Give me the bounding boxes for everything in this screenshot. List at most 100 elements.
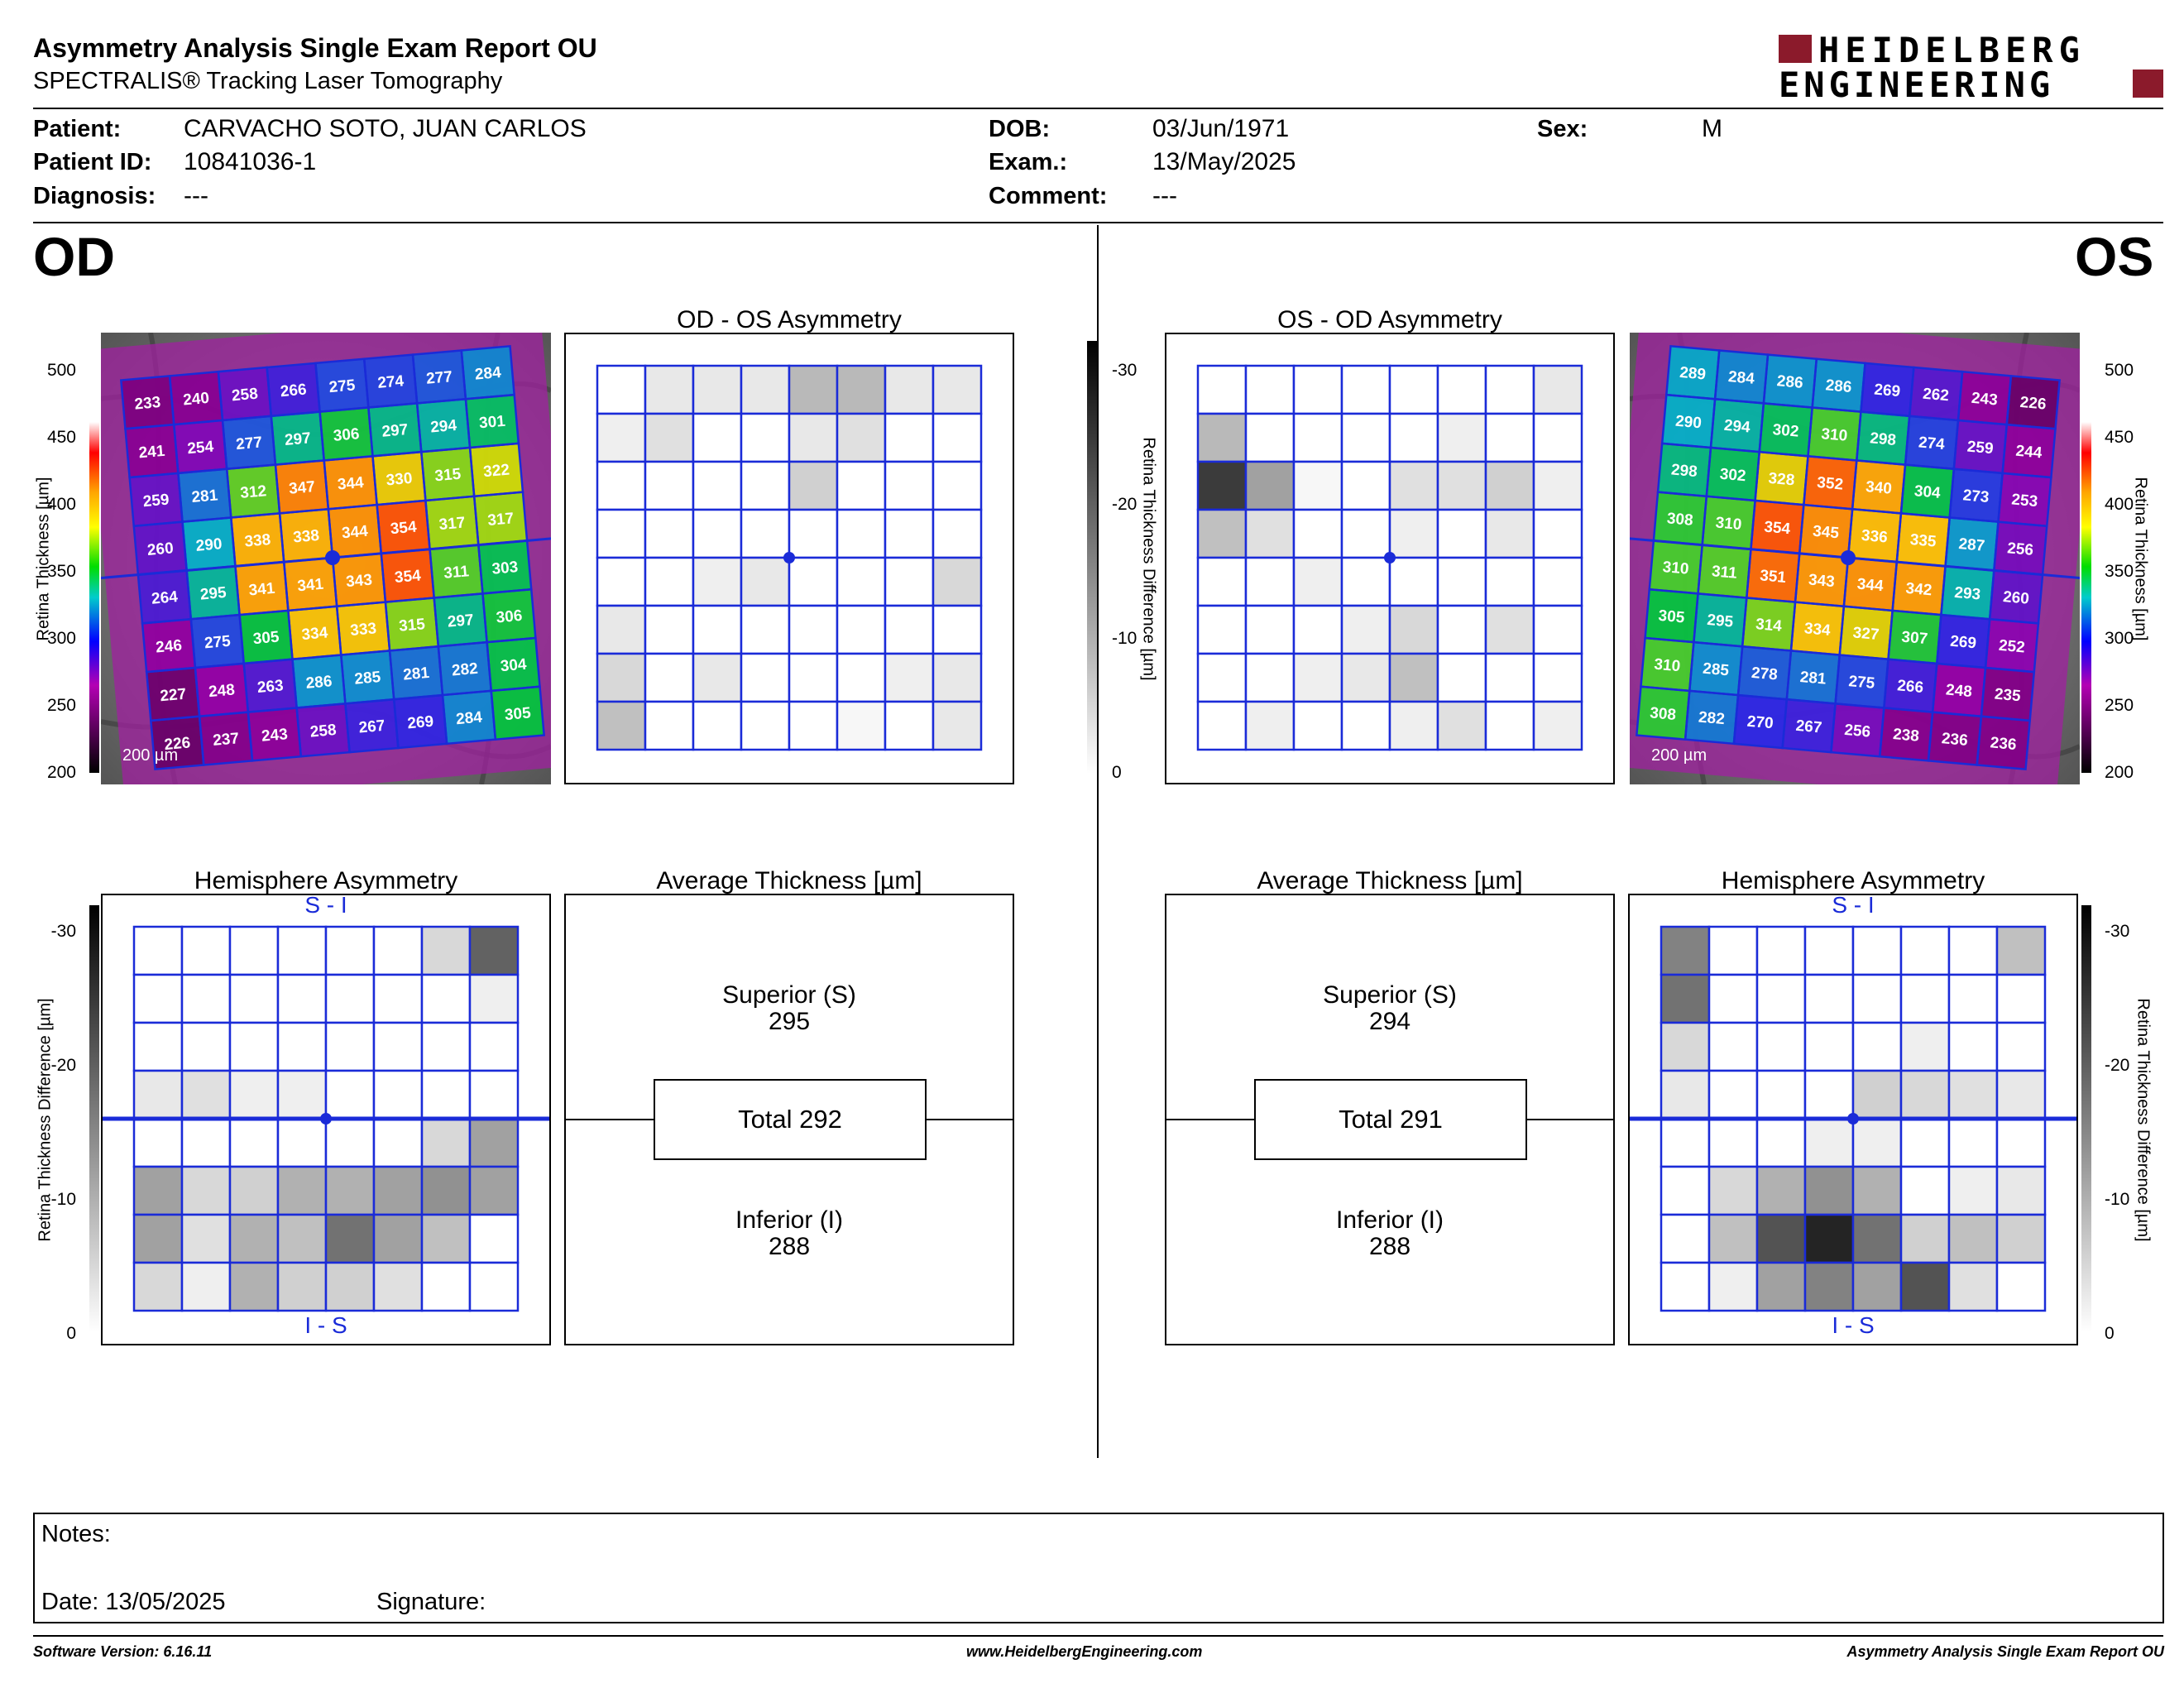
- thickness-grid-line: [1976, 715, 2032, 771]
- grid-cell: [1292, 652, 1343, 703]
- thickness-cell: [1746, 549, 1800, 602]
- thickness-value: 341: [248, 580, 276, 600]
- grid-cell: [468, 1213, 520, 1264]
- thickness-value: 282: [1698, 709, 1725, 729]
- thickness-value: 256: [2006, 539, 2033, 559]
- grid-cell: [644, 700, 695, 751]
- grid-cell: [1484, 700, 1535, 751]
- thickness-cell: [1953, 420, 2007, 473]
- grid-cell: [1899, 1213, 1951, 1264]
- os-asymmetry-panel: [1165, 333, 1615, 784]
- grid-cell: [1803, 1261, 1855, 1312]
- thickness-cell: [385, 597, 438, 651]
- thickness-cell: [1900, 464, 1954, 518]
- od-thickness-colorbar: [89, 334, 99, 773]
- fovea-marker: [1841, 550, 1856, 565]
- logo-line2: ENGINEERING: [1779, 65, 2055, 105]
- grid-cell: [1292, 700, 1343, 751]
- center-diff-tick: -10: [1112, 629, 1138, 648]
- center-diff-tick: -30: [1112, 361, 1138, 380]
- center-divider: [1097, 225, 1099, 1458]
- grid-cell: [788, 412, 839, 463]
- thickness-cell: [470, 443, 523, 496]
- sex-value: M: [1702, 115, 1722, 142]
- thickness-value: 263: [256, 677, 284, 697]
- grid-cell: [596, 652, 647, 703]
- thickness-cell: [170, 372, 223, 425]
- grid-cell: [1292, 412, 1343, 463]
- patient-divider: [33, 222, 2163, 223]
- thickness-value: 226: [2019, 394, 2047, 414]
- thickness-value: 241: [138, 443, 166, 463]
- thickness-value: 312: [240, 482, 267, 502]
- od-label: OD: [33, 226, 115, 287]
- thickness-cell: [1702, 496, 1755, 549]
- thickness-value: 275: [328, 376, 357, 396]
- grid-cell: [932, 604, 983, 655]
- thickness-value: 262: [1922, 386, 1949, 405]
- grid-cell: [468, 973, 520, 1024]
- os-hemi-diff-tick: 0: [2105, 1324, 2115, 1343]
- thickness-value: 302: [1772, 421, 1799, 441]
- thickness-cell: [478, 540, 532, 594]
- grid-cell: [1803, 973, 1855, 1024]
- center-diff-colorbar: [1087, 341, 1097, 774]
- thickness-value: 226: [164, 734, 191, 754]
- grid-cell: [884, 556, 935, 607]
- grid-cell: [1484, 364, 1535, 415]
- grid-cell: [884, 604, 935, 655]
- thickness-cell: [1666, 346, 1720, 400]
- thickness-value: 269: [1949, 633, 1976, 653]
- thickness-cell: [337, 602, 390, 655]
- grid-cell: [1803, 925, 1855, 976]
- grid-cell: [1851, 1069, 1903, 1120]
- grid-cell: [1388, 604, 1439, 655]
- grid-cell: [788, 556, 839, 607]
- thickness-cell: [368, 403, 422, 457]
- center-diff-axis-label: Retina Thickness Difference [µm]: [1139, 437, 1158, 681]
- grid-cell: [1755, 1069, 1807, 1120]
- od-total-box: Total 292: [654, 1079, 927, 1160]
- grid-cell: [1436, 700, 1487, 751]
- thickness-value: 244: [2015, 443, 2043, 463]
- thickness-cell: [1710, 399, 1764, 453]
- thickness-cell: [1693, 593, 1747, 647]
- thickness-value: 304: [500, 656, 528, 676]
- grid-cell: [132, 1261, 184, 1312]
- thickness-value: 240: [182, 390, 209, 410]
- thickness-cell: [275, 460, 328, 514]
- grid-cell: [1484, 556, 1535, 607]
- thickness-cell: [2002, 424, 2056, 478]
- grid-cell: [180, 1165, 232, 1216]
- grid-cell: [228, 1213, 280, 1264]
- thickness-value: 306: [496, 607, 523, 627]
- thickness-value: 269: [1874, 381, 1901, 401]
- thickness-value: 286: [305, 673, 333, 693]
- thickness-cell: [125, 424, 179, 478]
- thickness-value: 252: [1998, 637, 2025, 657]
- grid-cell: [1388, 508, 1439, 559]
- thickness-cell: [345, 699, 399, 753]
- thickness-value: 295: [1707, 611, 1735, 631]
- thickness-value: 354: [390, 519, 418, 539]
- grid-cell: [932, 412, 983, 463]
- thickness-cell: [1856, 411, 1910, 465]
- os-thickness-map: 289 284 286 286 269 262 243 226 290 294 302 310 298 2…: [1571, 309, 2125, 806]
- website-link[interactable]: www.HeidelbergEngineering.com: [966, 1643, 1203, 1660]
- thickness-cell: [292, 655, 346, 708]
- thickness-cell: [227, 464, 280, 518]
- grid-cell: [372, 1213, 424, 1264]
- thickness-value: 330: [386, 470, 413, 490]
- od-inferior-value: 288: [768, 1233, 811, 1260]
- thickness-value: 243: [261, 726, 288, 746]
- grid-cell: [1436, 412, 1487, 463]
- grid-cell: [644, 508, 695, 559]
- grid-cell: [1340, 700, 1391, 751]
- thickness-value: 340: [1865, 478, 1892, 498]
- thickness-value: 338: [292, 527, 319, 547]
- thickness-value: 317: [438, 514, 466, 534]
- grid-cell: [1340, 460, 1391, 511]
- thickness-value: 256: [1844, 722, 1871, 741]
- grid-cell: [932, 700, 983, 751]
- thickness-value: 237: [212, 730, 239, 750]
